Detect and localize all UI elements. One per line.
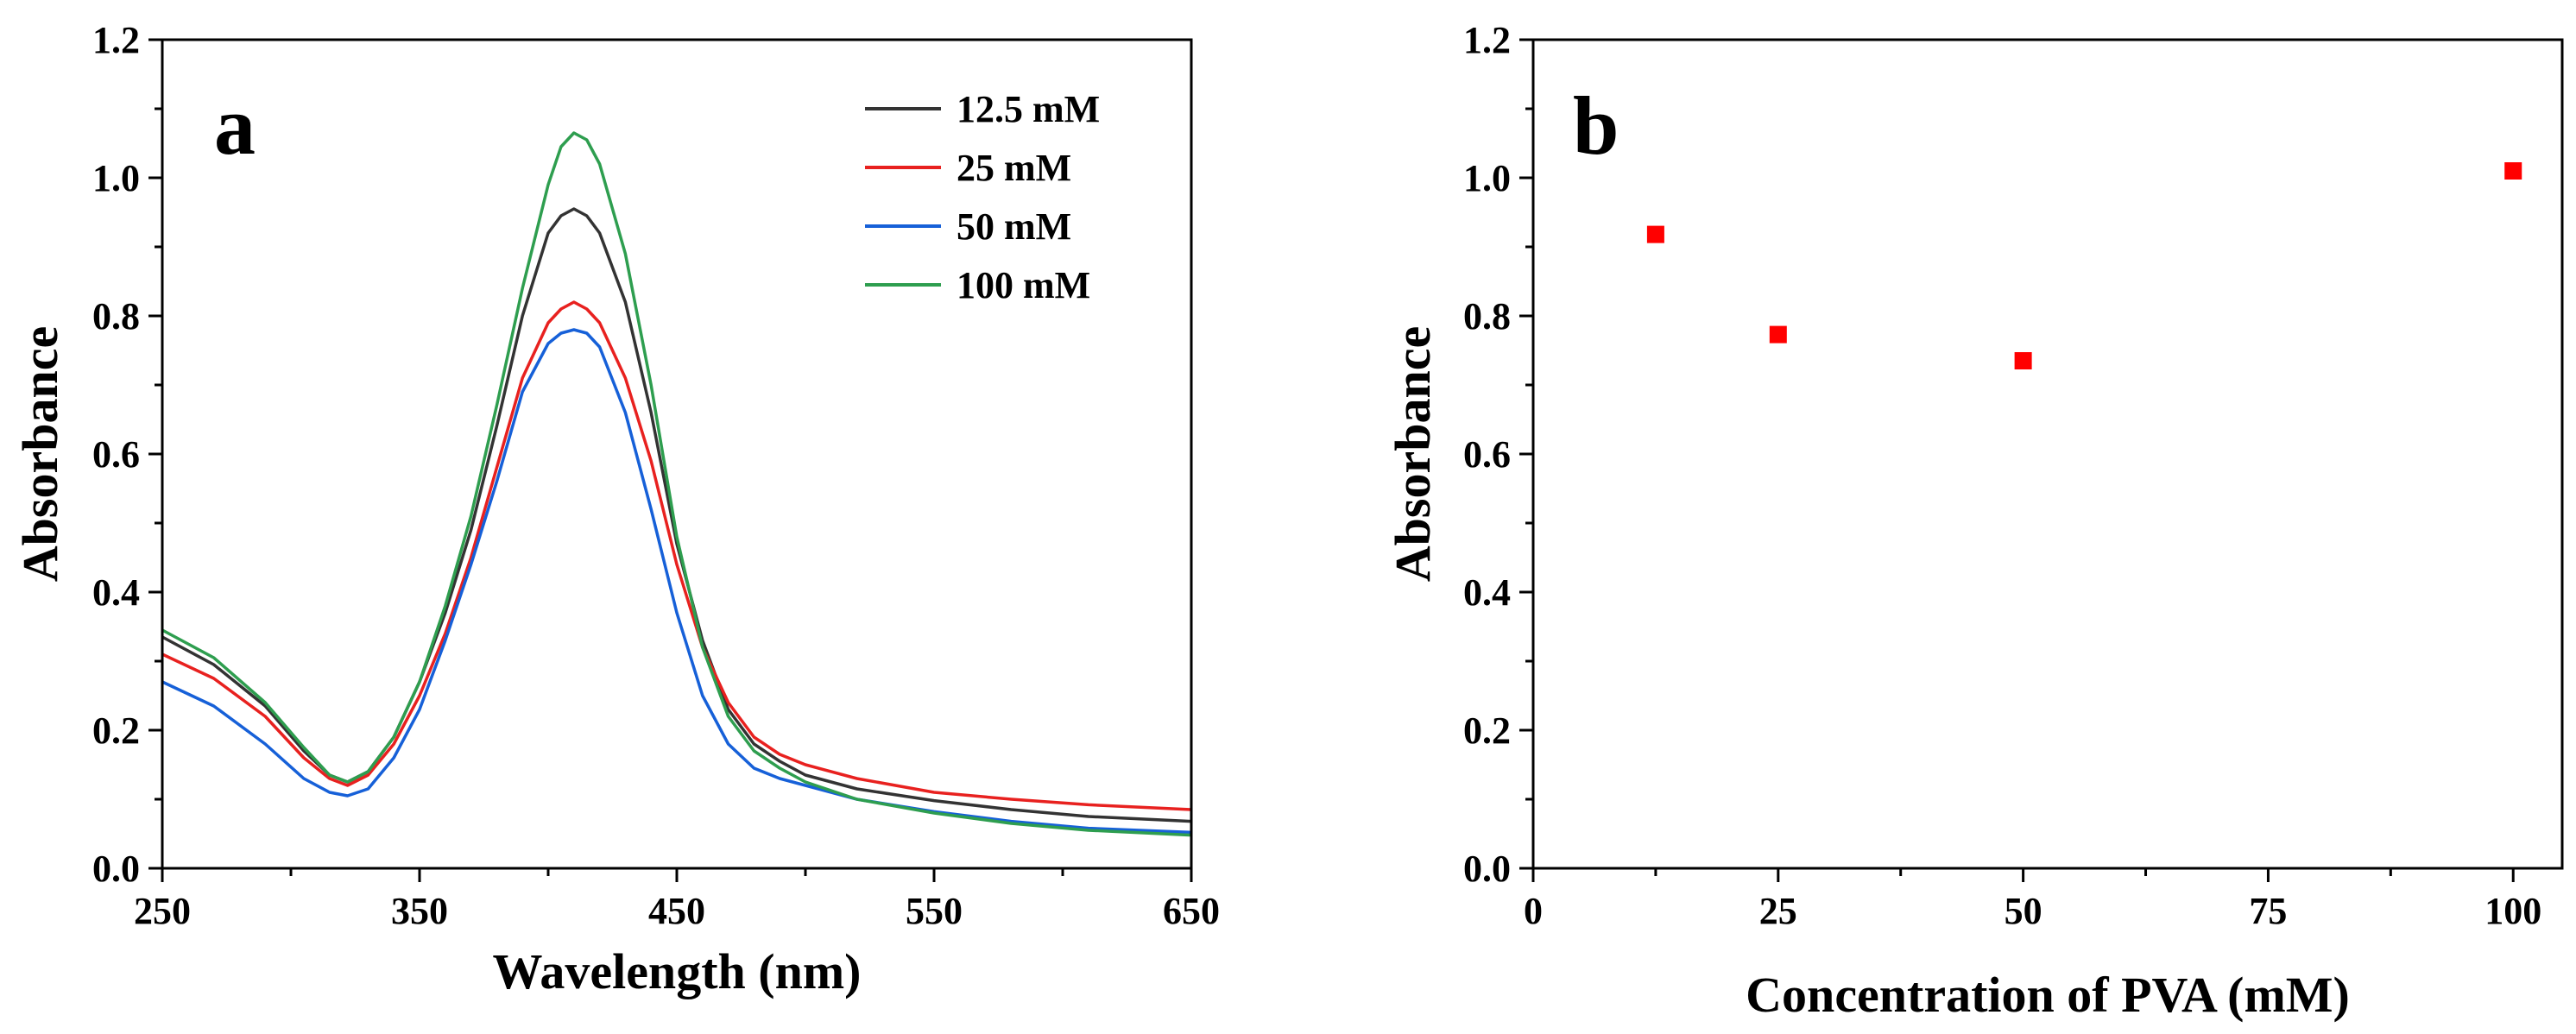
- panel-b-y-tick-label: 0.2: [1463, 709, 1511, 752]
- data-point: [2014, 352, 2032, 369]
- panel-b-series-points: [1646, 162, 2522, 369]
- panel-b-y-tick-label: 0.0: [1463, 848, 1511, 890]
- legend-item: 50 mM: [865, 205, 1071, 248]
- panel-a-x-tick-label: 450: [648, 890, 705, 932]
- panel-a-ticks: 250 350 450 550 650 0.0 0.2 0.4 0.6 0.8 1.0 1.2: [92, 19, 1220, 932]
- panel-b-x-tick-label: 0: [1524, 890, 1543, 932]
- panel-a-y-tick-label: 0.0: [92, 848, 140, 890]
- panel-a-y-tick-label: 1.0: [92, 157, 140, 199]
- panel-b-y-tick-label: 1.2: [1463, 19, 1511, 61]
- panel-b-scatter-chart: b 0 25 50 75 100 0.0 0.2 0.4 0.6 0.8 1.0 1.2 Concen…: [1385, 19, 2564, 1023]
- panel-a-y-tick-label: 0.6: [92, 433, 140, 476]
- legend-label: 50 mM: [957, 205, 1071, 248]
- panel-a-y-axis-title: Absorbance: [12, 326, 68, 582]
- panel-b-x-tick-label: 75: [2249, 890, 2287, 932]
- panel-a-spectra-chart: a 250 350 450 550 650 0.0 0.2 0.4 0.6 0.8 1.0 1.2 1…: [12, 19, 1220, 999]
- panel-b-y-tick-label: 1.0: [1463, 157, 1511, 199]
- legend-label: 25 mM: [957, 147, 1071, 189]
- panel-b-y-tick-label: 0.4: [1463, 571, 1511, 614]
- panel-b-ticks: 0 25 50 75 100 0.0 0.2 0.4 0.6 0.8 1.0 1.2: [1463, 19, 2541, 932]
- legend-label: 100 mM: [957, 264, 1090, 306]
- panel-a-y-tick-label: 0.2: [92, 709, 140, 752]
- series-line-50-mm: [161, 328, 1192, 835]
- panel-b-x-axis-title: Concentration of PVA (mM): [1746, 967, 2350, 1023]
- panel-a-x-tick-label: 650: [1163, 890, 1220, 932]
- legend-item: 25 mM: [865, 147, 1071, 189]
- panel-b-x-tick-label: 50: [2005, 890, 2042, 932]
- panel-a-y-tick-label: 0.4: [92, 571, 140, 614]
- legend-label: 12.5 mM: [957, 88, 1100, 130]
- series-line-100-mm: [161, 131, 1192, 837]
- panel-a-y-tick-label: 0.8: [92, 295, 140, 337]
- panel-a-x-axis-title: Wavelength (nm): [493, 943, 862, 999]
- panel-a-x-tick-label: 550: [906, 890, 963, 932]
- legend-item: 100 mM: [865, 264, 1090, 306]
- panel-a-label: a: [214, 79, 256, 172]
- panel-a-x-tick-label: 350: [391, 890, 448, 932]
- data-point: [1646, 225, 1664, 243]
- panel-b-y-tick-label: 0.8: [1463, 295, 1511, 337]
- series-line-25-mm: [161, 300, 1192, 811]
- panel-b-y-tick-label: 0.6: [1463, 433, 1511, 476]
- panel-a-x-tick-label: 250: [134, 890, 191, 932]
- panel-b-x-tick-label: 100: [2484, 890, 2541, 932]
- panel-b-plot-frame: [1531, 38, 2564, 870]
- panel-a-legend: 12.5 mM 25 mM 50 mM 100 mM: [865, 88, 1100, 306]
- panel-b-y-axis-title: Absorbance: [1385, 326, 1441, 582]
- data-point: [1769, 325, 1787, 344]
- panel-a-plot-frame: [161, 38, 1193, 870]
- panel-b-label: b: [1573, 79, 1619, 172]
- panel-b-x-tick-label: 25: [1759, 890, 1797, 932]
- data-point: [2504, 162, 2522, 180]
- panel-a-y-tick-label: 1.2: [92, 19, 140, 61]
- legend-item: 12.5 mM: [865, 88, 1100, 130]
- panel-a-series-lines: [161, 131, 1192, 837]
